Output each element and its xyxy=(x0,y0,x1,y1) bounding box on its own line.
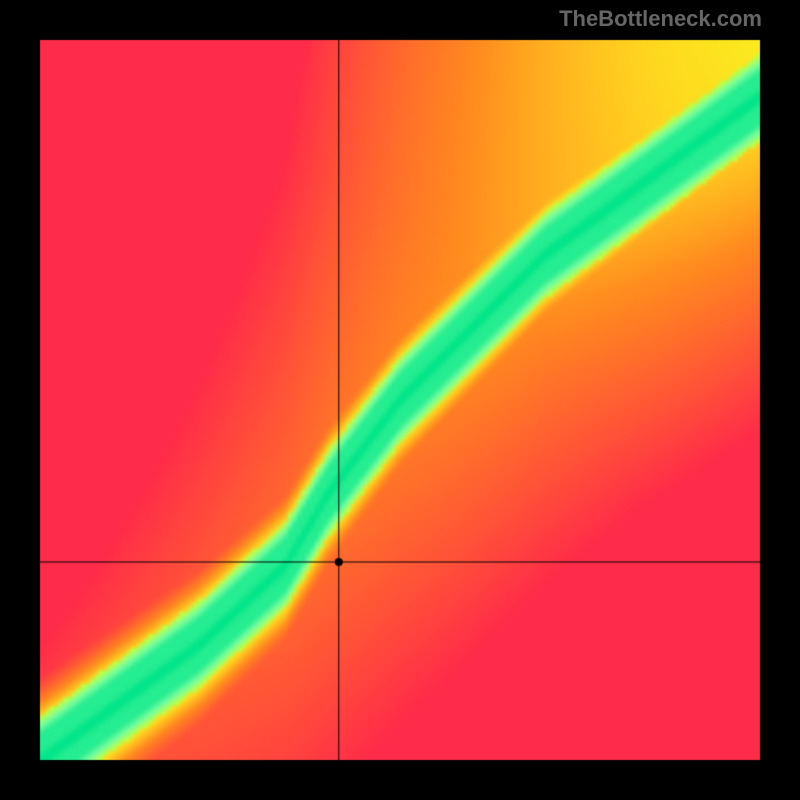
bottleneck-heatmap xyxy=(0,0,800,800)
chart-container: { "watermark": { "text": "TheBottleneck.… xyxy=(0,0,800,800)
watermark-text: TheBottleneck.com xyxy=(559,6,762,32)
